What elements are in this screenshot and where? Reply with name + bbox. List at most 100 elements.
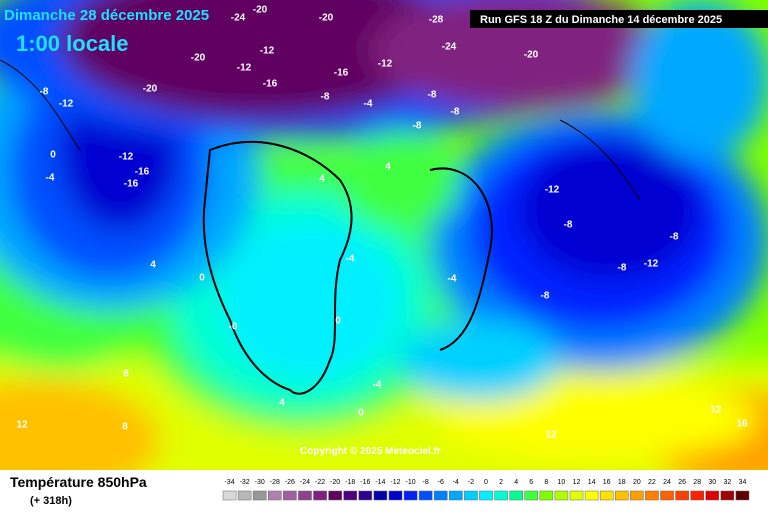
scale-swatch [328, 490, 342, 501]
scale-label: -10 [406, 479, 416, 486]
local-time: 1:00 locale [16, 31, 129, 56]
contour-label: -12 [59, 99, 74, 110]
scale-swatch [645, 490, 659, 501]
scale-label: -12 [390, 479, 400, 486]
contour-label: -24 [442, 42, 457, 53]
scale-label: -32 [240, 479, 250, 486]
scale-label: 10 [558, 479, 566, 486]
scale-swatch [449, 490, 463, 501]
contour-label: -24 [231, 13, 246, 24]
contour-label: -28 [429, 15, 444, 26]
contour-label: 8 [122, 422, 128, 433]
scale-label: -24 [300, 479, 310, 486]
scale-label: 26 [678, 479, 686, 486]
scale-swatch [373, 490, 388, 501]
map: Dimanche 28 décembre 2025 1:00 locale Ru… [0, 0, 768, 470]
contour-label: -12 [260, 46, 275, 57]
contour-label: 4 [385, 162, 391, 173]
scale-label: -6 [438, 479, 444, 486]
scale-label: 30 [708, 479, 716, 486]
scale-swatch [479, 490, 493, 501]
scale-label: 32 [723, 479, 731, 486]
contour-label: -12 [545, 185, 560, 196]
scale-label: 12 [573, 479, 581, 486]
contour-label: -12 [237, 63, 252, 74]
contour-label: -8 [541, 291, 550, 302]
contour-label: -4 [346, 254, 355, 265]
scale-swatch [509, 490, 523, 501]
lead-time: (+ 318h) [30, 495, 72, 507]
run-info: Run GFS 18 Z du Dimanche 14 décembre 202… [480, 14, 722, 26]
scale-label: 0 [484, 479, 488, 486]
scale-swatch [524, 490, 539, 501]
scale-label: 4 [514, 479, 518, 486]
contour-label: 8 [123, 369, 129, 380]
scale-swatch [569, 490, 584, 501]
scale-swatch [599, 490, 614, 501]
color-scale: -34 -32 -30 -28 -26 -24 -22 -20 -18 -16 -14 -12 -10-… [222, 479, 750, 501]
scale-label: 24 [663, 479, 671, 486]
scale-swatch [584, 490, 599, 501]
scale-label: -34 [224, 479, 234, 486]
contour-label: -4 [364, 99, 373, 110]
contour-label: 4 [150, 260, 156, 271]
scale-swatch [358, 490, 373, 501]
contour-label: -16 [124, 179, 139, 190]
contour-label: -0 [229, 322, 238, 333]
scale-label: 22 [648, 479, 656, 486]
contour-label: -20 [191, 53, 206, 64]
scale-label: -20 [330, 479, 340, 486]
scale-swatch [705, 490, 720, 501]
contour-label: 0 [358, 408, 364, 419]
scale-swatch [418, 490, 433, 501]
contour-label: 0 [199, 273, 205, 284]
scale-swatch [464, 490, 478, 501]
scale-swatch [720, 490, 735, 501]
contour-label: -12 [119, 152, 134, 163]
contour-label: 12 [710, 405, 722, 416]
contour-label: -20 [524, 50, 539, 61]
date: Dimanche 28 décembre 2025 [4, 7, 209, 24]
scale-swatch [690, 490, 704, 501]
contour-label: 12 [16, 420, 28, 431]
scale-label: 16 [603, 479, 611, 486]
scale-swatch [403, 490, 418, 501]
scale-label: -16 [360, 479, 370, 486]
scale-swatch [298, 490, 312, 501]
contour-label: -8 [618, 263, 627, 274]
contour-label: -20 [319, 13, 334, 24]
contour-labels: -20-20 -28-24-20-24-20-12-12-16-20-12-8-1… [16, 5, 748, 441]
run-box [470, 10, 768, 28]
contour-label: -4 [46, 173, 55, 184]
contour-label: 16 [736, 419, 748, 430]
contour-label: 0 [335, 316, 341, 327]
scale-swatch [313, 490, 327, 501]
scale-label: -8 [423, 479, 429, 486]
scale-swatch [283, 490, 297, 501]
contour-label: -16 [135, 167, 150, 178]
contour-label: -12 [644, 259, 659, 270]
scale-swatch [237, 490, 252, 501]
copyright: Copyright © 2025 Meteociel.fr [300, 446, 441, 457]
scale-label: 8 [544, 479, 548, 486]
contour-label: -8 [451, 107, 460, 118]
contour-label: -4 [448, 274, 457, 285]
contour-label: -8 [321, 92, 330, 103]
scale-swatch [675, 490, 689, 501]
contour-label: 4 [319, 174, 325, 185]
contour-label: 0 [50, 150, 56, 161]
contour-label: -12 [378, 59, 393, 70]
scale-label: 14 [588, 479, 596, 486]
contour-label: -8 [413, 121, 422, 132]
scale-swatch [735, 490, 750, 501]
contour-label: -16 [263, 79, 278, 90]
footer-title: Température 850hPa [10, 474, 147, 490]
scale-label: -4 [453, 479, 459, 486]
scale-label: 2 [499, 479, 503, 486]
contour-label: 12 [545, 430, 557, 441]
scale-label: -26 [285, 479, 295, 486]
contour-label: -8 [428, 90, 437, 101]
scale-label: -14 [375, 479, 385, 486]
contour-label: -8 [564, 220, 573, 231]
scale-label: 34 [739, 479, 747, 486]
